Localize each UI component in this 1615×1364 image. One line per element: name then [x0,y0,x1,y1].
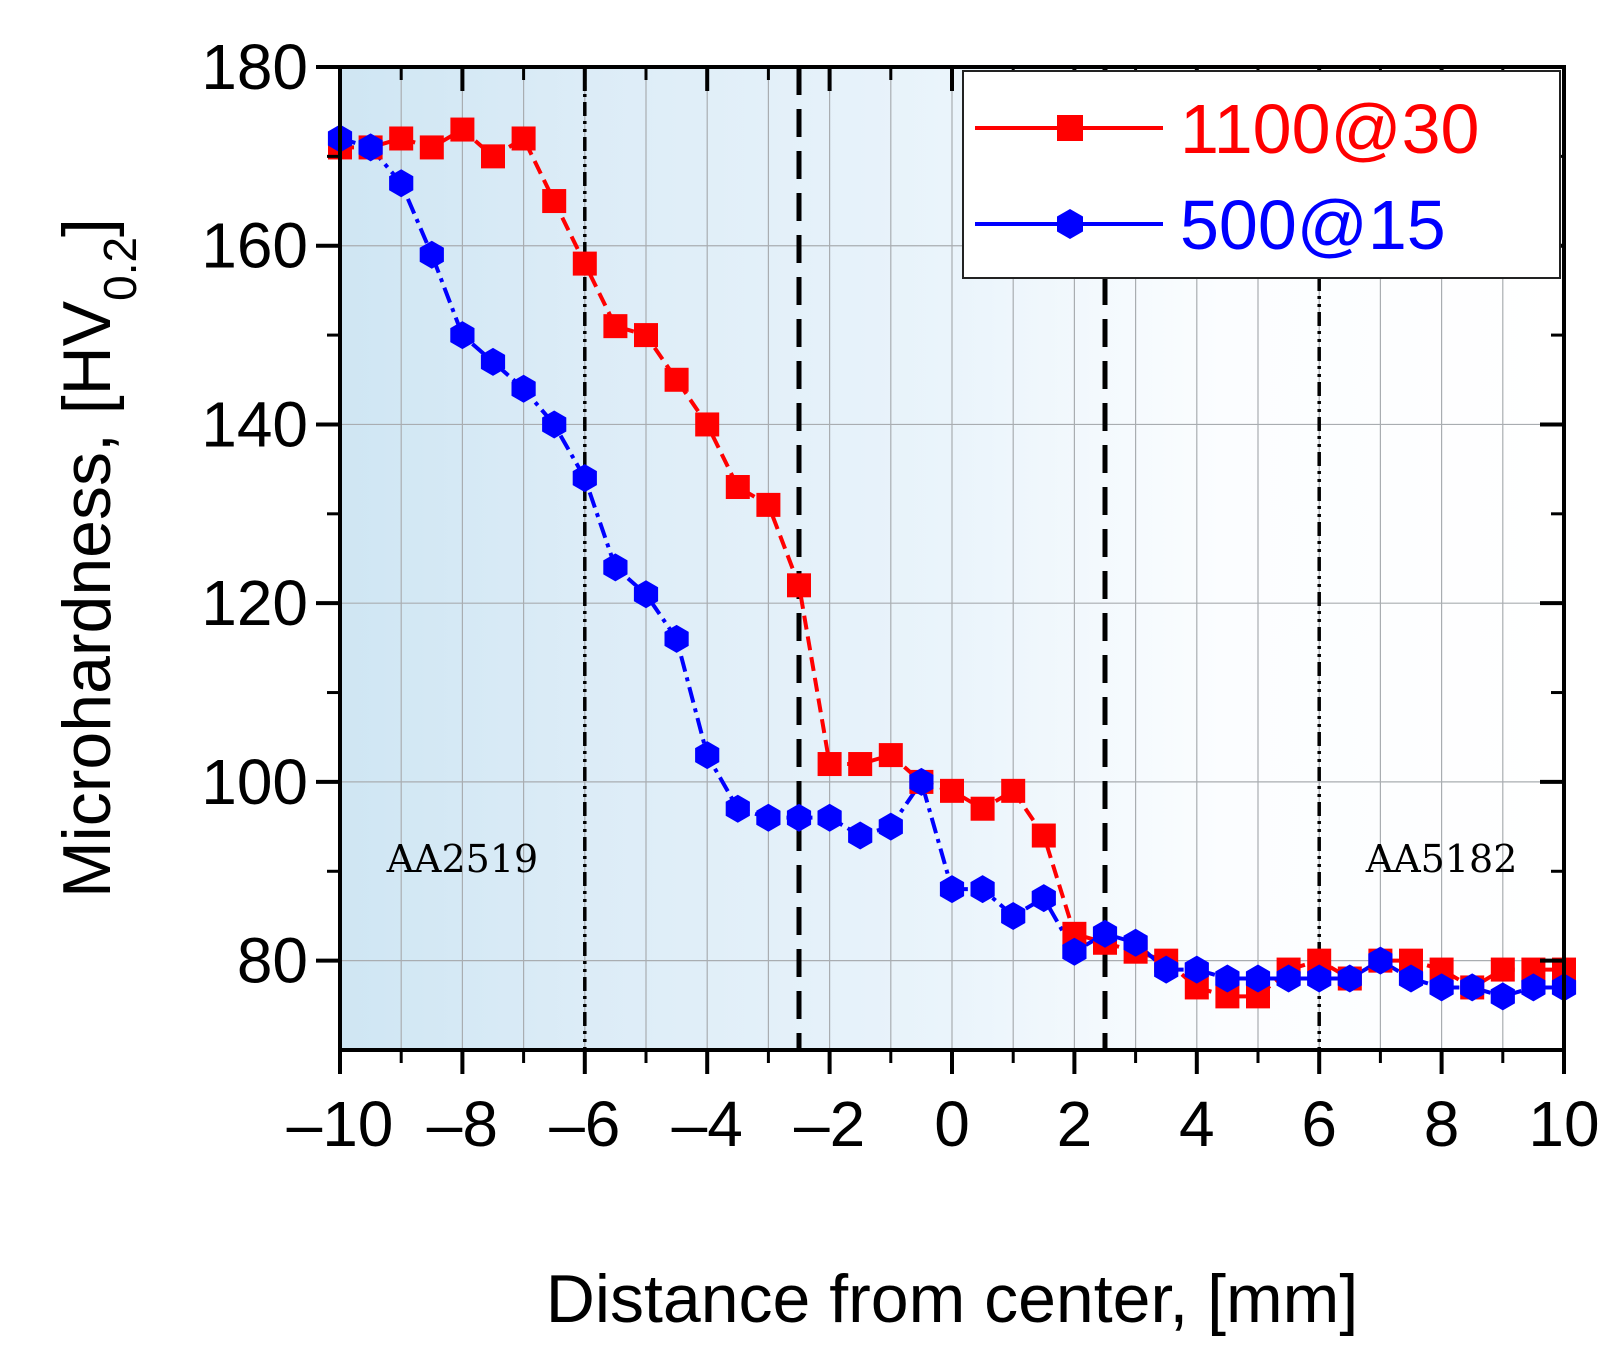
data-point [1276,964,1301,993]
data-point [1001,902,1026,930]
data-point [878,743,903,768]
data-point [450,117,475,142]
axes-frame: –10 –8 –6 –4 –2 0 2 4 6 8 10 80 100 120 140 160 180 [201,31,1599,1160]
data-point [817,752,842,777]
data-point [1460,973,1485,1002]
data-point [1215,964,1240,993]
data-point [1123,928,1148,957]
x-tick-label: –10 [287,1088,394,1160]
x-tick-label: 4 [1179,1088,1215,1160]
data-point [1092,919,1118,948]
data-point [1031,823,1056,848]
data-point [1521,973,1546,1002]
data-point [1001,778,1026,803]
data-point [419,135,444,160]
legend-marker-square [1057,115,1083,141]
data-point [695,741,720,770]
data-point [939,875,965,904]
y-axis-title-main: Microhardness, [HV [49,300,125,898]
data-point [756,803,781,832]
data-point [1154,955,1179,984]
series-markers [327,117,1577,1011]
legend-label-1: 1100@30 [1180,90,1479,168]
region-label: AA2519 [386,837,539,881]
data-point [1398,964,1424,993]
x-tick-label: 10 [1528,1088,1599,1160]
y-tick-label: 160 [201,210,308,282]
data-point [389,169,414,198]
data-point [878,812,903,841]
x-tick-label: 0 [934,1088,970,1160]
y-axis-title-subscript: 0.2 [94,237,146,301]
data-point [481,144,505,169]
x-axis-title: Distance from center, [mm] [546,1261,1358,1337]
data-point [1307,964,1332,993]
axis-titles: Distance from center, [mm] Microhardness,… [49,218,1358,1337]
y-tick-label: 140 [201,388,308,460]
region-boundaries [583,67,1321,1050]
data-point [480,347,506,376]
y-axis-title-close: ] [49,218,125,237]
x-tick-label: –6 [549,1088,620,1160]
x-tick-label: 8 [1424,1088,1460,1160]
y-tick-label: 120 [201,567,308,639]
data-point [419,240,444,269]
data-point [970,796,995,821]
data-point [633,580,659,609]
data-point [1490,982,1515,1011]
data-point [970,875,995,904]
data-point [389,126,414,151]
data-point [542,189,567,214]
y-tick-label: 80 [237,925,308,997]
data-point [725,794,750,823]
data-point [603,553,628,582]
data-point [664,367,689,392]
data-point [695,412,720,437]
data-point [1368,946,1393,975]
data-point [542,410,567,439]
data-point [358,133,383,162]
data-point [664,624,689,653]
data-point [725,475,750,500]
legend-marker-hexagon [1057,209,1083,239]
data-point [940,778,964,803]
legend-box [962,70,1561,279]
data-point [1184,955,1209,984]
data-point [634,323,658,348]
data-point [817,803,842,832]
region-label: AA5182 [1365,837,1518,881]
data-point [450,321,475,350]
y-tick-label: 100 [201,746,308,818]
legend: 1100@30 500@15 [962,70,1561,279]
data-point [572,251,597,276]
data-point [1429,973,1454,1002]
data-point [572,464,597,493]
data-point [848,821,873,850]
legend-label-2: 500@15 [1180,186,1446,264]
x-tick-label: –4 [672,1088,743,1160]
data-point [1490,957,1515,982]
data-point [511,126,536,151]
x-tick-label: 6 [1301,1088,1337,1160]
data-point [1337,964,1362,993]
x-tick-label: –2 [794,1088,865,1160]
data-point [756,492,781,517]
grid-lines [340,67,1564,1050]
data-point [848,752,873,777]
data-point [909,767,934,796]
data-point [1031,884,1056,913]
y-tick-label: 180 [201,31,308,103]
data-point [511,374,536,403]
data-point [786,803,812,832]
data-point [603,314,628,339]
x-tick-label: –8 [427,1088,498,1160]
x-tick-label: 2 [1057,1088,1093,1160]
y-axis-title: Microhardness, [HV0.2] [49,218,146,898]
region-labels: AA2519 AA5182 [386,837,1518,881]
data-point [787,573,811,598]
data-point [1062,937,1087,966]
data-point [1245,964,1271,993]
